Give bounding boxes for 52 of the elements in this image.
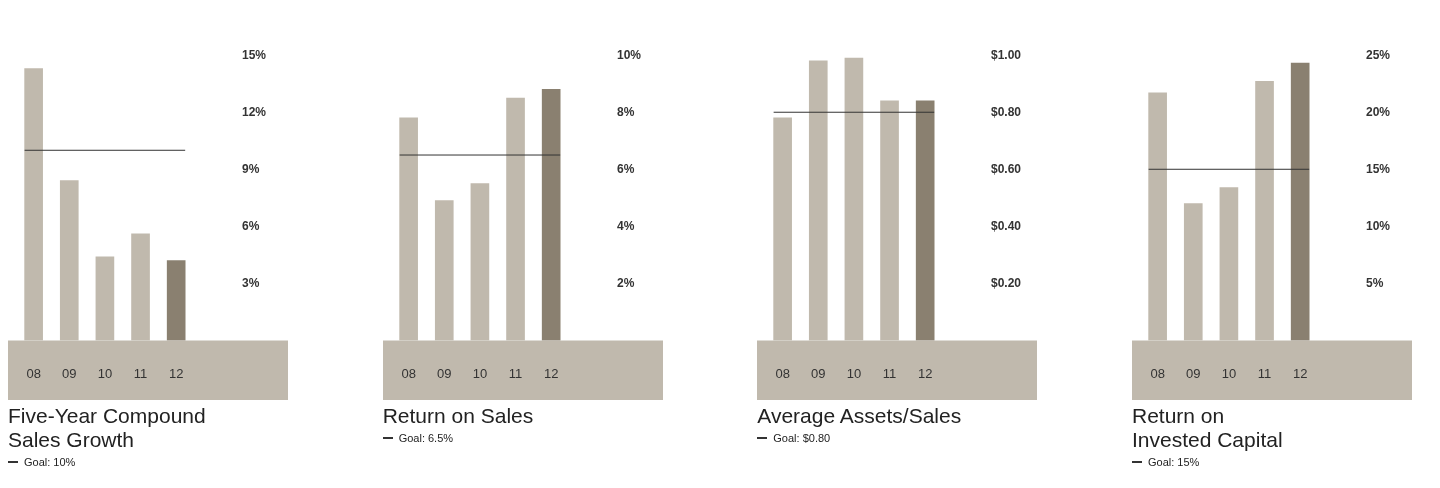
y-tick-label: 4% — [616, 218, 635, 233]
x-tick-label: 12 — [543, 365, 559, 381]
legend-label: Goal: 10% — [24, 456, 76, 468]
y-tick-label: 10% — [616, 47, 641, 62]
x-tick-label: 11 — [883, 365, 897, 381]
y-tick-label: 2% — [616, 275, 635, 290]
bar — [166, 260, 186, 341]
y-tick-label: $0.20 — [991, 275, 1022, 290]
x-tick-label: 10 — [97, 365, 113, 381]
y-tick-label: 9% — [242, 161, 260, 176]
x-tick-label: 08 — [401, 365, 416, 381]
x-tick-label: 11 — [133, 365, 148, 381]
x-tick-label: 12 — [918, 365, 933, 381]
y-tick-label: $0.40 — [991, 218, 1022, 233]
y-tick-label: 5% — [1365, 275, 1384, 290]
bar — [916, 100, 935, 341]
text: Five-Year Compound Sales Growth — [8, 404, 207, 452]
text: Return on Invested Capital — [1131, 404, 1284, 452]
y-tick-label: $1.00 — [991, 47, 1022, 62]
text: Return on Sales — [382, 404, 535, 428]
x-tick-label: 08 — [775, 365, 791, 381]
x-tick-label: 12 — [1292, 365, 1308, 381]
bar — [541, 89, 561, 341]
y-tick-label: $0.60 — [991, 161, 1022, 176]
x-tick-label: 09 — [436, 365, 452, 381]
x-tick-label: 09 — [1186, 365, 1201, 381]
y-tick-label: 12% — [242, 104, 267, 119]
x-tick-label: 09 — [62, 365, 77, 381]
legend-label: Goal: 15% — [1147, 456, 1200, 468]
y-tick-label: 25% — [1365, 47, 1391, 62]
y-tick-label: 20% — [1365, 104, 1391, 119]
y-tick-label: 6% — [616, 161, 635, 176]
x-tick-label: 11 — [1257, 365, 1272, 381]
x-tick-label: 10 — [1221, 365, 1237, 381]
y-tick-label: 15% — [242, 47, 267, 62]
bar — [1290, 62, 1310, 341]
x-tick-label: 10 — [846, 365, 862, 381]
y-tick-label: 3% — [242, 275, 260, 290]
x-tick-label: 08 — [1150, 365, 1165, 381]
legend-label: Goal: $0.80 — [773, 432, 831, 444]
y-tick-label: 6% — [242, 218, 260, 233]
y-tick-label: 8% — [616, 104, 635, 119]
x-tick-label: 09 — [811, 365, 826, 381]
y-tick-label: $0.80 — [991, 104, 1022, 119]
x-tick-label: 10 — [472, 365, 487, 381]
legend-label: Goal: 6.5% — [398, 432, 454, 444]
x-tick-label: 12 — [168, 365, 184, 381]
text: Average Assets/Sales — [757, 404, 963, 428]
y-tick-label: 10% — [1365, 218, 1391, 233]
y-tick-label: 15% — [1365, 161, 1391, 176]
x-tick-label: 11 — [508, 365, 522, 381]
x-tick-label: 08 — [26, 365, 41, 381]
